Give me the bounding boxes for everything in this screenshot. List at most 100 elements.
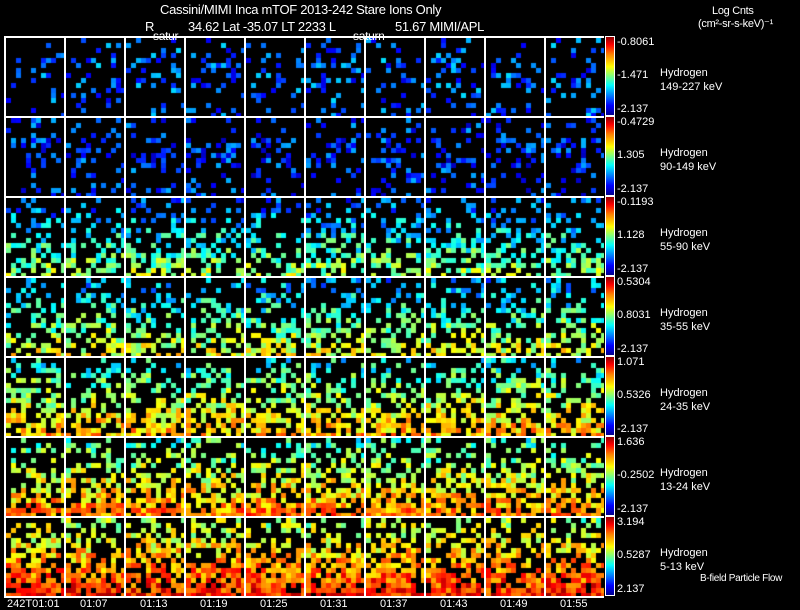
saturn-marker: satur bbox=[153, 29, 179, 43]
heatmap-panel bbox=[484, 516, 544, 596]
colorbar-cmin-label: -2.137 bbox=[617, 343, 649, 355]
row-energy-label: 24-35 keV bbox=[660, 401, 711, 413]
saturn-marker: saturn bbox=[353, 29, 385, 43]
row-species-label: Hydrogen bbox=[660, 467, 708, 479]
heatmap-panel bbox=[64, 356, 124, 436]
heatmap-panel bbox=[304, 436, 364, 516]
colorbar-cmin-label: -2.137 bbox=[617, 263, 649, 275]
heatmap-panel bbox=[304, 36, 364, 116]
time-tick-label: 01:31 bbox=[320, 598, 348, 610]
heatmap-cells bbox=[66, 198, 124, 276]
heatmap-cells bbox=[306, 198, 364, 276]
heatmap-cells bbox=[306, 278, 364, 356]
heatmap-cells bbox=[246, 518, 304, 596]
time-tick-label: 01:43 bbox=[440, 598, 468, 610]
heatmap-cells bbox=[6, 278, 64, 356]
heatmap-panel bbox=[124, 36, 184, 116]
heatmap-panel bbox=[184, 36, 244, 116]
heatmap-cells bbox=[366, 358, 424, 436]
heatmap-cells bbox=[126, 278, 184, 356]
colorbar-cmin-label: -2.137 bbox=[617, 183, 649, 195]
heatmap-cells bbox=[306, 38, 364, 116]
heatmap-cells bbox=[486, 358, 544, 436]
heatmap-panel bbox=[124, 516, 184, 596]
heatmap-panel bbox=[544, 356, 604, 436]
colorbar-cmax-label: 0.5304 bbox=[617, 276, 651, 288]
row-species-label: Hydrogen bbox=[660, 147, 708, 159]
colorbar bbox=[605, 116, 615, 196]
heatmap-cells bbox=[546, 518, 604, 596]
heatmap-cells bbox=[6, 438, 64, 516]
colorbar-cmin-label: -2.137 bbox=[617, 503, 649, 515]
heatmap-cells bbox=[486, 118, 544, 196]
heatmap-panel bbox=[304, 516, 364, 596]
heatmap-panel bbox=[304, 196, 364, 276]
heatmap-cells bbox=[186, 438, 244, 516]
heatmap-panel bbox=[304, 116, 364, 196]
heatmap-panel bbox=[4, 276, 64, 356]
l-value-readout: 51.67 MIMI/APL bbox=[395, 19, 485, 34]
heatmap-panel bbox=[364, 196, 424, 276]
colorbar-cmin-label: 2.137 bbox=[617, 583, 645, 595]
row-species-label: Hydrogen bbox=[660, 307, 708, 319]
colorbar bbox=[605, 356, 615, 436]
time-tick-label: 01:13 bbox=[140, 598, 168, 610]
heatmap-panel bbox=[304, 356, 364, 436]
colorbar-cmid-label: 0.5287 bbox=[617, 549, 651, 561]
colorbar-cmid-label: 0.8031 bbox=[617, 309, 651, 321]
heatmap-panel bbox=[484, 116, 544, 196]
heatmap-panel bbox=[424, 36, 484, 116]
heatmap-cells bbox=[306, 518, 364, 596]
heatmap-cells bbox=[306, 118, 364, 196]
heatmap-cells bbox=[66, 358, 124, 436]
heatmap-panel bbox=[124, 276, 184, 356]
heatmap-panel bbox=[244, 36, 304, 116]
heatmap-cells bbox=[426, 438, 484, 516]
heatmap-panel bbox=[124, 356, 184, 436]
heatmap-panel bbox=[424, 356, 484, 436]
heatmap-panel bbox=[484, 356, 544, 436]
heatmap-panel bbox=[544, 196, 604, 276]
heatmap-cells bbox=[306, 358, 364, 436]
heatmap-cells bbox=[126, 358, 184, 436]
heatmap-panel bbox=[4, 356, 64, 436]
heatmap-cells bbox=[546, 38, 604, 116]
colorbar bbox=[605, 516, 615, 596]
heatmap-panel bbox=[424, 516, 484, 596]
heatmap-cells bbox=[486, 38, 544, 116]
heatmap-cells bbox=[366, 518, 424, 596]
r-label: R bbox=[145, 19, 155, 34]
heatmap-cells bbox=[246, 358, 304, 436]
colorbar-cmax-label: 1.636 bbox=[617, 436, 645, 448]
colorbar-cmid-label: 1.128 bbox=[617, 229, 645, 241]
heatmap-cells bbox=[426, 38, 484, 116]
heatmap-panel bbox=[544, 516, 604, 596]
heatmap-cells bbox=[6, 198, 64, 276]
heatmap-cells bbox=[546, 438, 604, 516]
heatmap-cells bbox=[366, 38, 424, 116]
heatmap-panel bbox=[184, 436, 244, 516]
heatmap-panel bbox=[184, 356, 244, 436]
heatmap-panel bbox=[484, 196, 544, 276]
heatmap-panel bbox=[124, 436, 184, 516]
heatmap-panel bbox=[364, 356, 424, 436]
units-label: (cm²-sr-s-keV)⁻¹ bbox=[698, 18, 773, 30]
time-tick-label: 242T01:01 bbox=[7, 598, 60, 610]
heatmap-panel bbox=[484, 36, 544, 116]
units-title: Log Cnts bbox=[712, 5, 754, 17]
row-energy-label: 5-13 keV bbox=[660, 561, 705, 573]
heatmap-cells bbox=[366, 278, 424, 356]
row-species-label: Hydrogen bbox=[660, 387, 708, 399]
heatmap-cells bbox=[66, 38, 124, 116]
heatmap-cells bbox=[6, 358, 64, 436]
heatmap-cells bbox=[6, 38, 64, 116]
heatmap-cells bbox=[126, 198, 184, 276]
heatmap-panel bbox=[184, 276, 244, 356]
heatmap-cells bbox=[246, 38, 304, 116]
heatmap-panel bbox=[184, 196, 244, 276]
colorbar-cmax-label: -0.1193 bbox=[617, 196, 654, 208]
colorbar bbox=[605, 196, 615, 276]
heatmap-cells bbox=[6, 118, 64, 196]
grid-bottom-border bbox=[4, 596, 604, 598]
heatmap-panel bbox=[4, 36, 64, 116]
